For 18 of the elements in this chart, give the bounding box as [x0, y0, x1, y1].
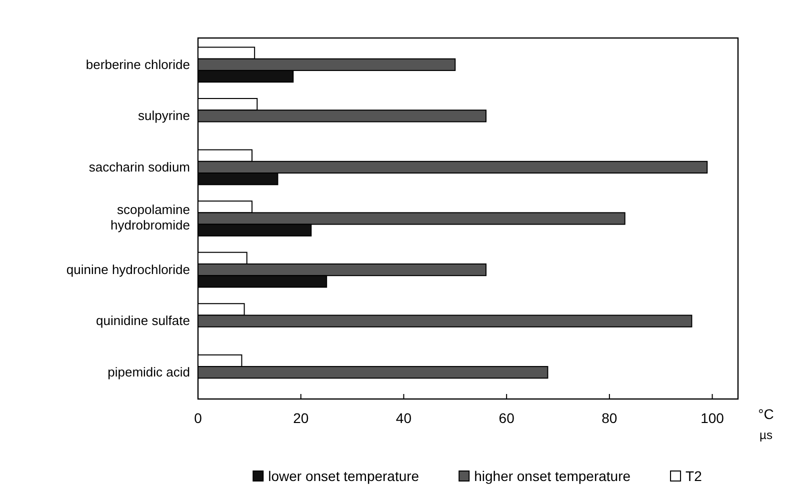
x-tick-label: 0	[194, 410, 202, 426]
x-axis-title: °C	[758, 406, 774, 422]
y-tick-label: berberine chloride	[86, 56, 190, 72]
text: µs	[760, 428, 772, 442]
y-tick-label: saccharin sodium	[88, 159, 190, 174]
x-tick-label: 100	[700, 410, 724, 426]
legend-label: higher onset temperature	[474, 468, 631, 484]
y-tick-label: quinine hydrochloride	[66, 262, 190, 277]
x-tick-label: 80	[602, 410, 618, 426]
x-tick-label: 40	[396, 410, 412, 426]
x-tick-label: 60	[498, 410, 515, 426]
legend-label: lower onset temperature	[268, 468, 420, 484]
y-tick-label: scopolamine hydrobromide	[110, 202, 190, 233]
y-tick-label: quinidine sulfate	[96, 313, 190, 328]
x-tick-label: 20	[293, 410, 309, 426]
y-tick-label: sulpyrine	[138, 108, 190, 124]
y-tick-label: pipemidic acid	[108, 364, 190, 380]
legend-label: T2	[686, 468, 702, 484]
